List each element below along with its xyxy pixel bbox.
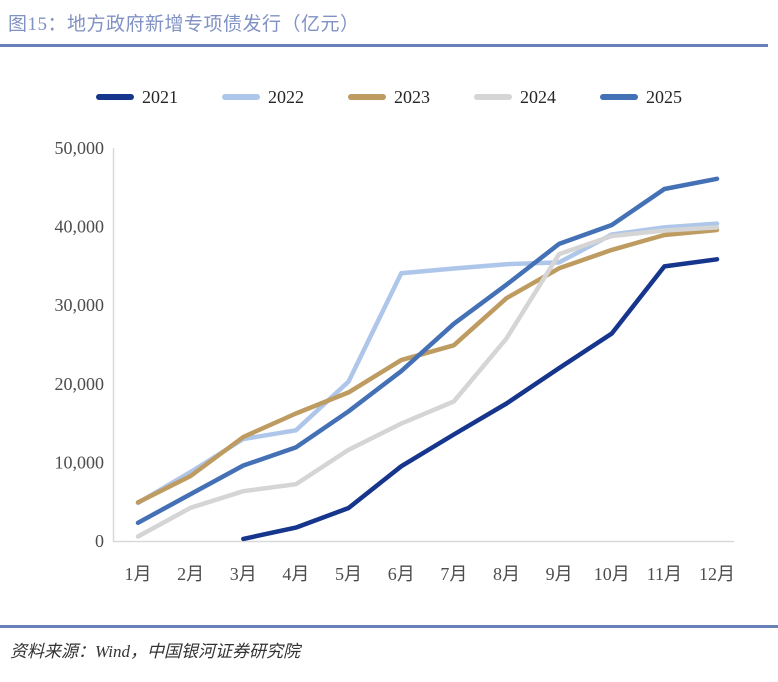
legend-item-2021: 2021 [96, 88, 178, 106]
x-tick-label: 6月 [388, 564, 415, 584]
series-line-2022 [135, 221, 720, 506]
y-tick-label: 40,000 [55, 217, 105, 237]
x-tick-label: 10月 [594, 564, 630, 584]
legend-item-2023: 2023 [348, 88, 430, 106]
legend-swatch-2023 [348, 94, 386, 100]
legend-label: 2024 [520, 87, 556, 107]
y-tick-label: 0 [95, 531, 104, 551]
y-tick-label: 10,000 [55, 452, 105, 472]
source-note: 资料来源：Wind，中国银河证券研究院 [10, 642, 300, 661]
y-tick-label: 30,000 [55, 295, 105, 315]
legend-label: 2025 [646, 87, 682, 107]
series-line-2021 [241, 257, 720, 542]
x-tick-label: 9月 [546, 564, 573, 584]
x-tick-label: 2月 [177, 564, 204, 584]
y-tick-label: 50,000 [55, 138, 105, 158]
series-line-2024 [135, 225, 720, 539]
legend-swatch-2025 [600, 94, 638, 100]
x-tick-label: 8月 [493, 564, 520, 584]
x-tick-label: 4月 [282, 564, 309, 584]
y-tick-label: 20,000 [55, 374, 105, 394]
legend-label: 2022 [268, 87, 304, 107]
footer-divider-rule [0, 625, 778, 628]
legend-swatch-2024 [474, 94, 512, 100]
legend-item-2024: 2024 [474, 88, 556, 106]
x-tick-label: 7月 [440, 564, 467, 584]
legend-item-2025: 2025 [600, 88, 682, 106]
x-tick-label: 12月 [699, 564, 735, 584]
x-tick-label: 1月 [125, 564, 152, 584]
legend-swatch-2022 [222, 94, 260, 100]
legend-swatch-2021 [96, 94, 134, 100]
series-line-2023 [135, 227, 720, 505]
figure-title: 图15：地方政府新增专项债发行（亿元） [8, 14, 360, 35]
legend-label: 2021 [142, 87, 178, 107]
x-tick-label: 5月 [335, 564, 362, 584]
line-chart: 0 10,000 20,000 30,000 40,000 50,000 1月 2月 3月 4月 5… [55, 138, 736, 584]
series-line-2025 [135, 176, 720, 526]
x-tick-label: 3月 [230, 564, 257, 584]
title-divider-rule [0, 44, 768, 47]
legend-label: 2023 [394, 87, 430, 107]
chart-legend: 2021 2022 2023 2024 2025 [0, 88, 778, 106]
legend-item-2022: 2022 [222, 88, 304, 106]
x-tick-label: 11月 [647, 564, 682, 584]
